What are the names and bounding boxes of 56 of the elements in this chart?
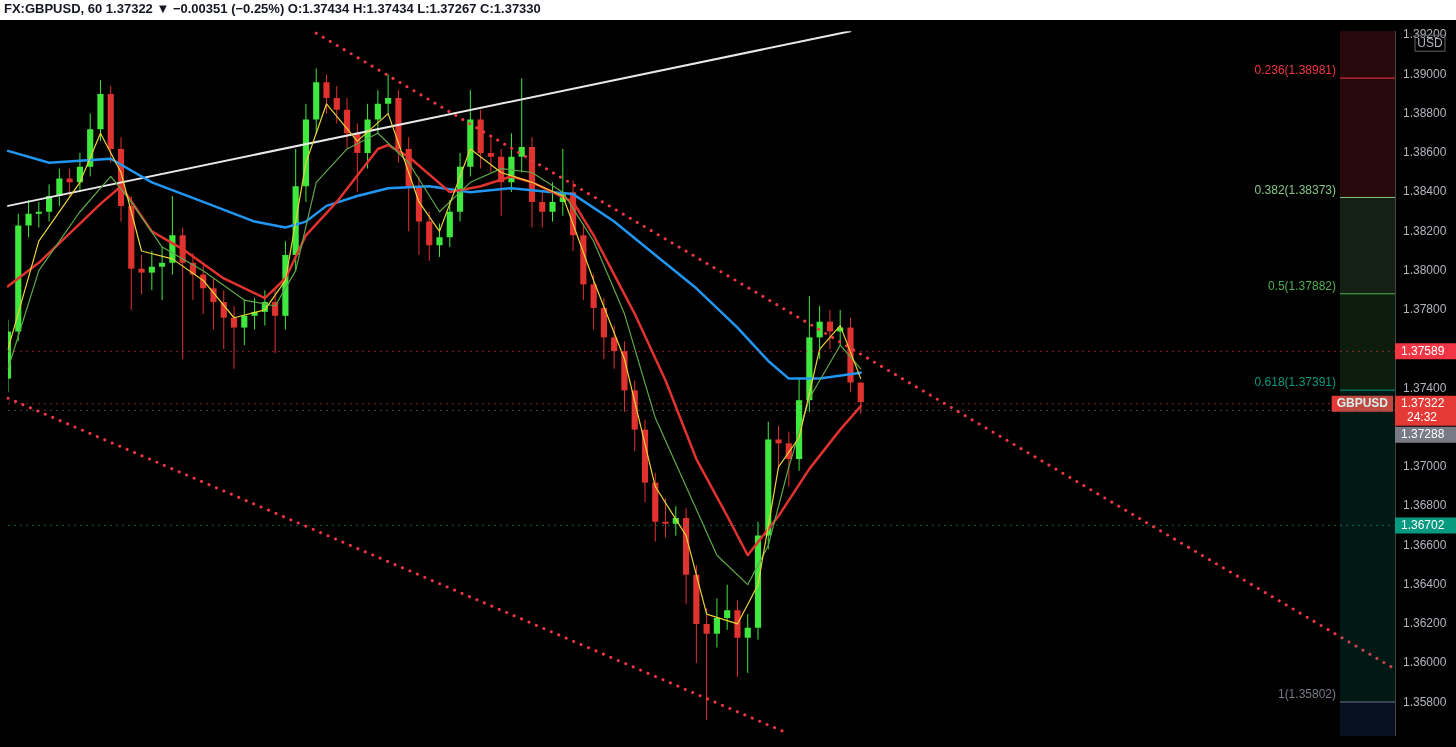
- candlestick: [25, 199, 32, 238]
- candlestick: [549, 181, 556, 223]
- ref-line-label: 0.618(1.37391): [1254, 375, 1336, 390]
- candlestick: [518, 77, 525, 174]
- candlestick: [333, 85, 340, 124]
- candlestick: [744, 613, 751, 674]
- candlestick: [66, 168, 73, 197]
- candlestick: [426, 211, 433, 262]
- candlestick: [487, 136, 494, 174]
- y-tick-label: 1.36200: [1403, 616, 1447, 631]
- candlestick: [436, 223, 443, 258]
- ref-line-label: 1.37322: [1401, 396, 1445, 411]
- candlestick: [323, 73, 330, 115]
- y-tick-label: 1.38400: [1403, 184, 1447, 199]
- y-tick-label: 1.37800: [1403, 302, 1447, 317]
- y-tick-label: 1.35800: [1403, 694, 1447, 709]
- candlestick: [703, 607, 710, 721]
- text: 24:32: [1407, 410, 1438, 425]
- candlestick: [724, 584, 731, 631]
- candlestick: [230, 305, 238, 370]
- y-tick-label: 1.38600: [1403, 145, 1447, 160]
- candlestick: [713, 597, 720, 648]
- candlestick: [56, 168, 63, 207]
- ref-line-label: 1(1.35802): [1277, 687, 1336, 702]
- candlestick: [590, 274, 597, 331]
- candlestick: [826, 309, 834, 350]
- candlestick: [210, 278, 217, 331]
- y-tick-label: 1.37000: [1403, 459, 1447, 474]
- ref-line-label: 0.382(1.38373): [1254, 182, 1336, 197]
- annotation: GBPUSD: [1336, 396, 1389, 411]
- y-tick-label: 1.38800: [1403, 105, 1447, 120]
- y-tick-label: 1.36400: [1403, 576, 1447, 591]
- candlestick: [662, 497, 669, 539]
- candlestick: [241, 299, 248, 346]
- candlestick: [611, 325, 618, 370]
- candlestick: [138, 254, 145, 295]
- chart-title: FX:GBPUSD, 60 1.37322 ▼ −0.00351 (−0.25%) O:1.37434 H:1.37434 L:1.37267 C:1.37330: [0, 0, 1456, 20]
- y-tick-label: 1.38200: [1403, 223, 1447, 238]
- candlestick: [539, 191, 546, 228]
- y-tick-label: 1.36000: [1403, 655, 1447, 670]
- candlestick: [35, 201, 42, 228]
- ref-line-label: 0.236(1.38981): [1254, 63, 1336, 78]
- candlestick: [159, 246, 166, 301]
- ref-line-label: 1.37288: [1401, 427, 1445, 442]
- candlestick: [775, 425, 782, 468]
- y-tick-label: 1.39000: [1403, 66, 1447, 81]
- ref-line-label: 0.5(1.37882): [1267, 279, 1336, 294]
- ref-line-label: 1.37589: [1401, 343, 1445, 358]
- candlestick: [385, 73, 392, 115]
- candlestick: [148, 250, 155, 291]
- candlestick: [374, 89, 381, 134]
- y-tick-label: 1.37400: [1403, 380, 1447, 395]
- y-tick-label: 1.36800: [1403, 498, 1447, 513]
- y-tick-label: 1.38000: [1403, 262, 1447, 277]
- y-tick-label: 1.36600: [1403, 537, 1447, 552]
- ref-line-label: 1.36702: [1401, 517, 1445, 532]
